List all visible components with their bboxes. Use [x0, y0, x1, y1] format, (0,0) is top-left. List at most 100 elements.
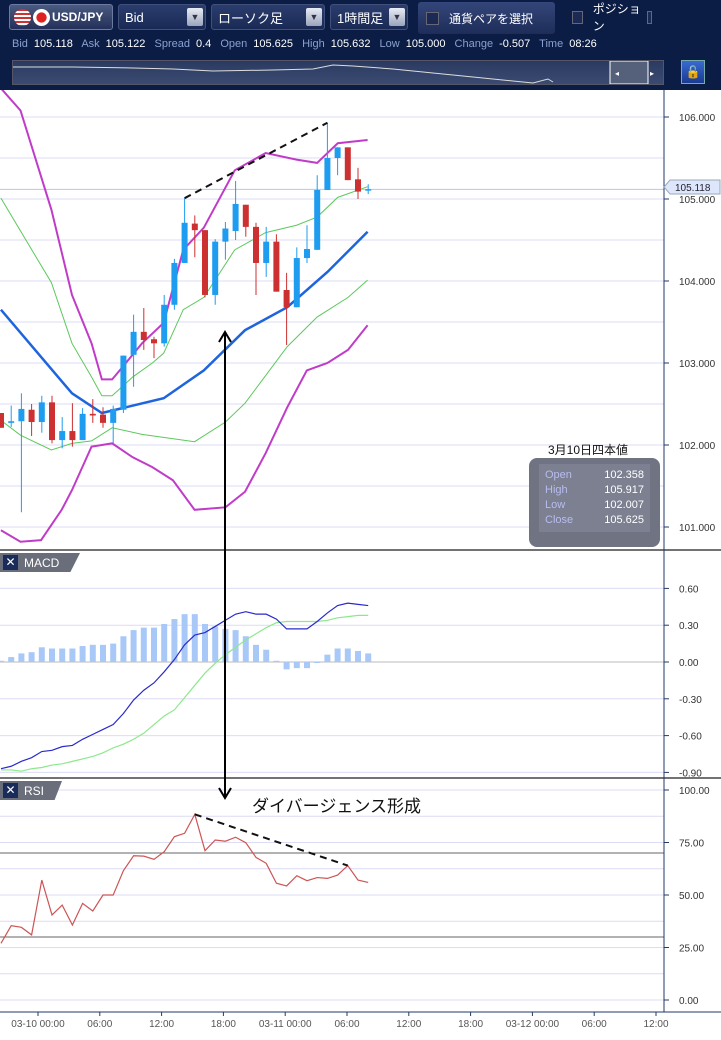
macd-histogram-bar: [79, 646, 86, 662]
ohlc-key: Open: [545, 469, 572, 481]
price-axis-label: 104.000: [679, 277, 716, 288]
overview-scroller[interactable]: ◂ ▸: [12, 60, 664, 85]
currency-pair-button[interactable]: USD/JPY: [9, 4, 113, 30]
rsi-axis-label: 0.00: [679, 996, 699, 1007]
spread-label: Spread: [154, 38, 190, 50]
macd-histogram-bar: [140, 627, 147, 662]
candle-up: [334, 147, 341, 158]
toggle-end-icon: [646, 10, 652, 24]
macd-histogram-bar: [283, 662, 290, 670]
candle-up: [181, 222, 188, 263]
macd-histogram-bar: [120, 636, 127, 662]
price-axis-label: 106.000: [679, 113, 716, 124]
macd-histogram-bar: [212, 626, 219, 662]
macd-histogram-bar: [161, 623, 168, 662]
macd-histogram-bar: [171, 619, 178, 662]
select-pair-button[interactable]: 通貨ペアを選択: [418, 2, 555, 34]
x-axis-label: 03-11 00:00: [258, 1019, 312, 1030]
candle-down: [242, 204, 249, 227]
ohlc-value: 102.358: [604, 469, 644, 481]
ohlc-value: 105.625: [604, 514, 644, 526]
chevron-down-icon: ▼: [306, 8, 322, 26]
candle-down: [273, 241, 280, 292]
spread-value: 0.4: [195, 38, 212, 50]
candle-up: [79, 413, 86, 441]
ohlc-row: High 105.917: [545, 483, 644, 498]
ohlc-value: 102.007: [604, 499, 644, 511]
macd-panel: [0, 602, 372, 772]
close-icon[interactable]: ✕: [3, 783, 18, 798]
candle-up: [161, 304, 168, 344]
select-pair-label: 通貨ペアを選択: [449, 11, 534, 26]
price-divergence-line: [184, 121, 328, 200]
price-axis-label: 103.000: [679, 359, 716, 370]
macd-histogram-bar: [242, 636, 249, 662]
timeframe-select[interactable]: 1時間足 ▼: [330, 4, 408, 30]
macd-histogram-bar: [253, 644, 259, 662]
ohlc-key: Low: [545, 499, 566, 511]
ohlc-box-title: 3月10日四本値: [548, 443, 629, 457]
x-axis-label: 03-12 00:00: [505, 1019, 560, 1030]
candle-down: [151, 339, 157, 344]
candle-up: [110, 408, 117, 423]
ohlc-row: Close 105.625: [545, 513, 644, 528]
macd-line: [0, 602, 369, 770]
quote-bar: Bid 105.118 Ask 105.122 Spread 0.4 Open 105.…: [12, 38, 603, 50]
change-label: Change: [454, 38, 494, 50]
high-value: 105.632: [330, 38, 371, 50]
chart-type-value: ローソク足: [218, 10, 284, 26]
bid-label: Bid: [12, 38, 28, 50]
rsi-axis-label: 25.00: [679, 944, 704, 955]
high-label: High: [302, 38, 325, 50]
open-label: Open: [220, 38, 248, 50]
macd-histogram-bar: [344, 648, 351, 662]
candle-up: [263, 241, 270, 263]
bollinger-lower-1sigma: [0, 279, 368, 451]
ohlc-row: Open 102.358: [545, 468, 644, 483]
macd-histogram-bar: [8, 657, 15, 662]
candle-down: [191, 223, 198, 231]
macd-histogram-bar: [130, 630, 137, 662]
macd-histogram-bar: [263, 649, 270, 662]
candle-up: [120, 355, 127, 410]
svg-text:▸: ▸: [650, 69, 654, 78]
bid-value: 105.118: [33, 38, 73, 50]
macd-axis-label: -0.60: [679, 732, 702, 743]
candle-down: [202, 230, 208, 295]
macd-histogram-bar: [365, 653, 372, 662]
macd-histogram-bar: [293, 662, 300, 669]
candle-up: [232, 203, 239, 231]
pair-label: USD/JPY: [52, 10, 104, 24]
macd-histogram-bar: [202, 623, 208, 662]
macd-histogram-bar: [232, 630, 239, 662]
macd-histogram-bar: [151, 627, 157, 662]
macd-panel-tab: ✕ MACD: [0, 553, 80, 572]
rsi-axis-label: 50.00: [679, 891, 704, 902]
low-value: 105.000: [405, 38, 446, 50]
x-axis-label: 06:00: [581, 1019, 607, 1030]
price-type-select[interactable]: Bid ▼: [118, 4, 206, 30]
chart-type-select[interactable]: ローソク足 ▼: [211, 4, 325, 30]
chevron-down-icon: ▼: [389, 8, 405, 26]
rsi-axis-label: 75.00: [679, 839, 704, 850]
ohlc-key: Close: [545, 514, 574, 526]
rsi-axis-label: 100.00: [679, 786, 710, 797]
macd-histogram-bar: [181, 614, 188, 662]
macd-histogram-bar: [110, 643, 117, 662]
unlock-scale-button[interactable]: 🔓: [681, 60, 705, 84]
x-axis-label: 12:00: [149, 1019, 175, 1030]
rsi-panel-tab: ✕ RSI: [0, 781, 62, 800]
candle-down: [253, 226, 259, 263]
current-price-label: 105.118: [675, 183, 711, 194]
position-toggle[interactable]: ポジション: [572, 2, 662, 33]
candle-up: [38, 402, 45, 423]
macd-histogram-bar: [18, 653, 25, 662]
bollinger-upper-2sigma: [0, 87, 368, 381]
candle-up: [365, 189, 372, 191]
macd-histogram-bar: [49, 648, 55, 662]
macd-histogram-bar: [314, 662, 321, 663]
close-icon[interactable]: ✕: [3, 555, 18, 570]
macd-histogram-bar: [273, 660, 280, 662]
macd-histogram-bar: [191, 614, 198, 662]
